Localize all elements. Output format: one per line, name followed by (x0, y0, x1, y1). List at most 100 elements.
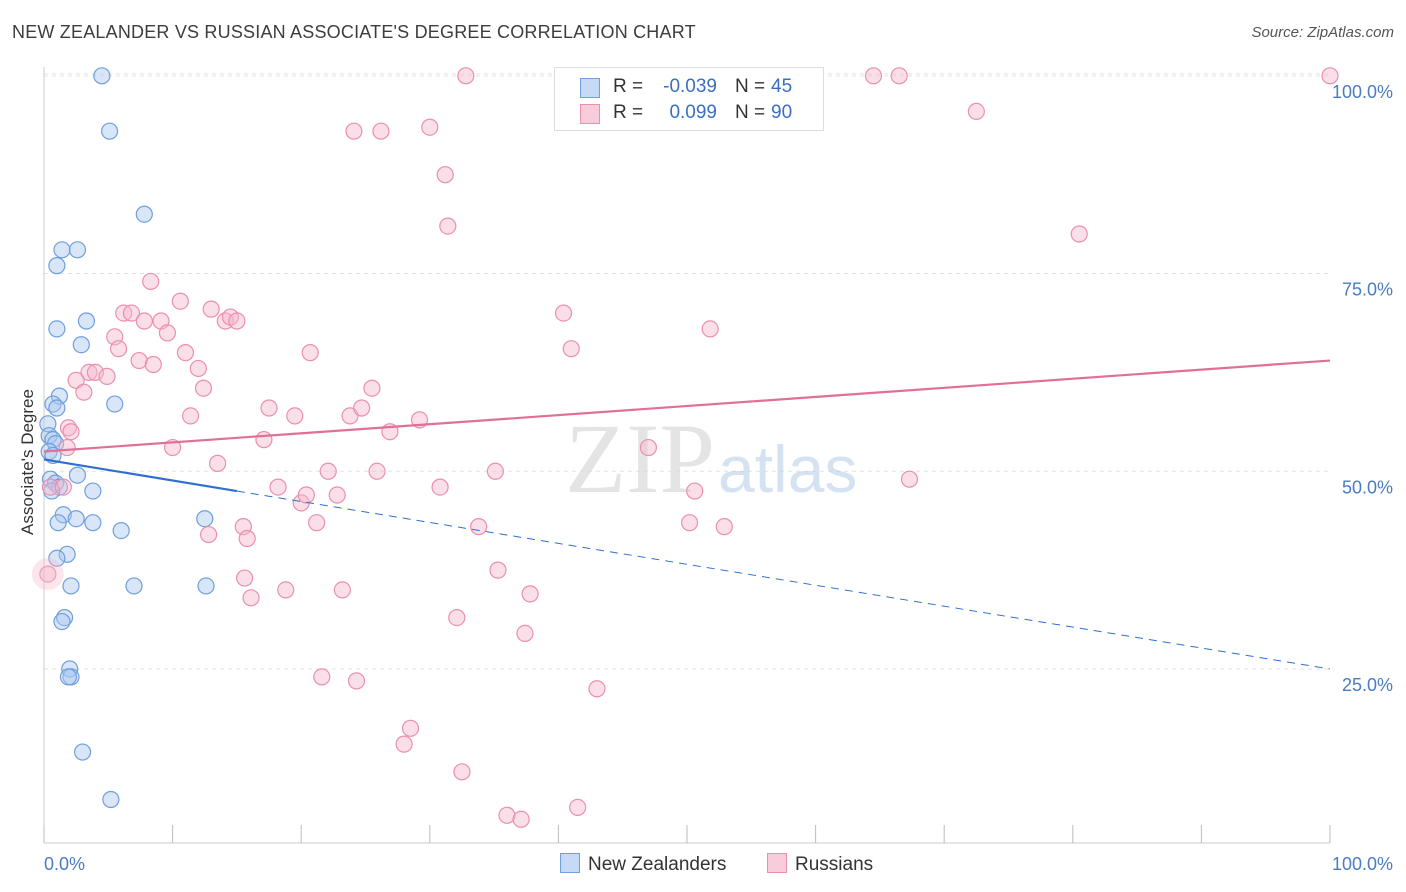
ru-point (333, 581, 351, 599)
ru-point (521, 585, 539, 603)
ru-point (368, 462, 386, 480)
ru-trend-line (43, 359, 1331, 453)
ru-point (194, 379, 213, 397)
legend-r-value: 0.099 (669, 102, 717, 123)
ru-point (562, 340, 580, 358)
nz-point (135, 205, 153, 223)
ru-point (41, 478, 60, 496)
nz-point (100, 122, 119, 140)
ru-point (109, 340, 128, 358)
nz-trend-extension (236, 490, 1331, 670)
ru-point (238, 529, 256, 548)
ru-point (130, 351, 148, 370)
ru-point (1321, 67, 1339, 85)
nz-point (102, 790, 120, 809)
nz-point (84, 482, 102, 500)
x-tick-label-max: 100.0% (1332, 854, 1393, 874)
bottom-legend-ru-label: Russians (795, 854, 874, 875)
nz-point (196, 510, 214, 528)
nz-point (72, 336, 90, 354)
legend-n-label: N = (735, 102, 766, 123)
nz-point (77, 312, 96, 330)
ru-point (890, 67, 908, 85)
legend-r-label: R = (613, 76, 644, 97)
ru-point (363, 379, 381, 397)
ru-point (319, 462, 337, 480)
legend-n-label: N = (735, 76, 766, 97)
ru-point (900, 470, 919, 488)
nz-point (48, 320, 66, 338)
ru-point (308, 514, 326, 532)
ru-point (588, 680, 606, 698)
nz-point (62, 577, 80, 595)
ru-point (328, 486, 346, 504)
labels-layer: 100.0% 75.0% 50.0% 25.0% 0.0% 100.0% Associate… (18, 82, 1393, 874)
ru-point (470, 518, 488, 536)
ru-point (345, 122, 363, 140)
ru-point (176, 344, 195, 362)
ru-point (498, 806, 516, 824)
nz-point (84, 514, 102, 532)
nz-point (67, 510, 85, 528)
nz-point (106, 395, 124, 413)
ru-point (431, 478, 449, 496)
ru-point (98, 367, 116, 385)
ru-point (439, 217, 457, 235)
legend-swatch-nz (580, 78, 600, 98)
ru-point (864, 67, 883, 85)
ru-point-cluster (31, 558, 64, 591)
nz-point (50, 478, 69, 496)
ru-point (448, 608, 466, 627)
bottom-legend-nz-label: New Zealanders (588, 854, 727, 875)
ru-point (516, 624, 534, 643)
y-tick-label: 100.0% (1332, 82, 1393, 102)
ru-point (200, 525, 218, 544)
legend-swatch-ru (580, 104, 600, 124)
nz-point (48, 257, 66, 275)
stats-legend: R = -0.039 N = 45 R = 0.099 N = 90 (554, 67, 824, 131)
nz-point (68, 466, 87, 484)
nz-point (48, 549, 66, 567)
legend-row-ru: R = 0.099 N = 90 (555, 100, 823, 128)
ru-point (486, 462, 504, 480)
nz-point (49, 514, 67, 532)
ru-point (236, 569, 254, 587)
ru-point (189, 359, 207, 378)
ru-point (54, 478, 72, 496)
ru-point (209, 454, 227, 472)
legend-r-value: -0.039 (663, 76, 717, 97)
watermark-zip: ZIP (565, 403, 715, 514)
ru-point (202, 300, 220, 318)
ru-point (569, 798, 587, 817)
ru-point (554, 304, 573, 322)
bottom-swatch-ru (767, 853, 787, 873)
nz-point (59, 668, 78, 686)
nz-point (68, 241, 87, 259)
legend-n-value: 45 (771, 76, 793, 97)
legend-row-nz: R = -0.039 N = 45 (555, 74, 823, 102)
ru-point (353, 399, 371, 417)
ru-point (967, 102, 985, 121)
ru-point (421, 118, 439, 136)
nz-point (48, 399, 66, 417)
ru-point (62, 423, 80, 441)
watermark-atlas: atlas (718, 432, 857, 506)
bottom-swatch-nz (560, 853, 580, 873)
ru-point (401, 719, 420, 737)
ru-point (286, 407, 304, 425)
ru-point (67, 371, 85, 389)
ru-point (122, 304, 141, 322)
bottom-legend-nz: New Zealanders (560, 853, 726, 877)
points-layer (31, 67, 1339, 828)
ru-point (297, 486, 315, 504)
ru-point (1070, 225, 1088, 243)
nz-trend-line (43, 458, 238, 493)
ru-point (313, 668, 331, 686)
y-tick-label: 75.0% (1342, 280, 1393, 300)
ru-point (680, 514, 699, 532)
x-tick-label-min: 0.0% (44, 854, 85, 874)
ru-point (171, 292, 189, 310)
ru-point (395, 735, 413, 753)
trend-layer (43, 359, 1331, 670)
